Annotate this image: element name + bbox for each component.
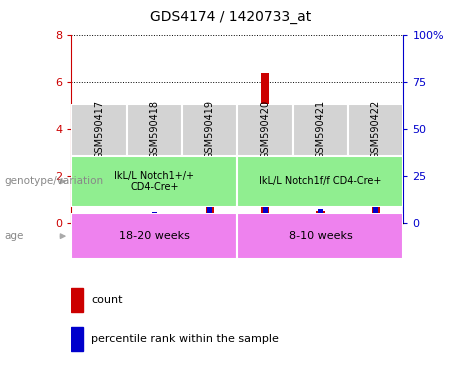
- Bar: [152, 212, 157, 223]
- Text: genotype/variation: genotype/variation: [5, 176, 104, 187]
- Text: count: count: [91, 295, 123, 305]
- Bar: [261, 73, 269, 223]
- Text: 18-20 weeks: 18-20 weeks: [119, 231, 190, 241]
- Bar: [372, 117, 380, 223]
- Bar: [373, 169, 378, 223]
- Bar: [263, 155, 267, 223]
- Bar: [71, 104, 127, 156]
- Text: GSM590422: GSM590422: [371, 100, 381, 159]
- Text: 8-10 weeks: 8-10 weeks: [289, 231, 352, 241]
- Text: GSM590417: GSM590417: [94, 100, 104, 159]
- Text: GSM590419: GSM590419: [205, 100, 215, 159]
- Bar: [150, 213, 159, 223]
- Text: IkL/L Notch1f/f CD4-Cre+: IkL/L Notch1f/f CD4-Cre+: [259, 176, 382, 187]
- Bar: [97, 214, 101, 223]
- Text: percentile rank within the sample: percentile rank within the sample: [91, 334, 279, 344]
- Bar: [318, 209, 323, 223]
- Bar: [127, 104, 182, 156]
- Bar: [95, 215, 103, 223]
- Bar: [206, 109, 214, 223]
- Bar: [237, 104, 293, 156]
- Bar: [71, 156, 237, 207]
- Bar: [182, 104, 237, 156]
- Bar: [316, 211, 325, 223]
- Bar: [237, 213, 403, 259]
- Bar: [71, 213, 237, 259]
- Bar: [71, 327, 83, 351]
- Bar: [293, 104, 348, 156]
- Bar: [237, 156, 403, 207]
- Text: GSM590421: GSM590421: [315, 100, 325, 159]
- Text: age: age: [5, 231, 24, 241]
- Bar: [348, 104, 403, 156]
- Bar: [207, 166, 212, 223]
- Text: GSM590420: GSM590420: [260, 100, 270, 159]
- Bar: [71, 288, 83, 312]
- Text: IkL/L Notch1+/+
CD4-Cre+: IkL/L Notch1+/+ CD4-Cre+: [114, 170, 195, 192]
- Text: GDS4174 / 1420733_at: GDS4174 / 1420733_at: [150, 10, 311, 23]
- Text: GSM590418: GSM590418: [149, 100, 160, 159]
